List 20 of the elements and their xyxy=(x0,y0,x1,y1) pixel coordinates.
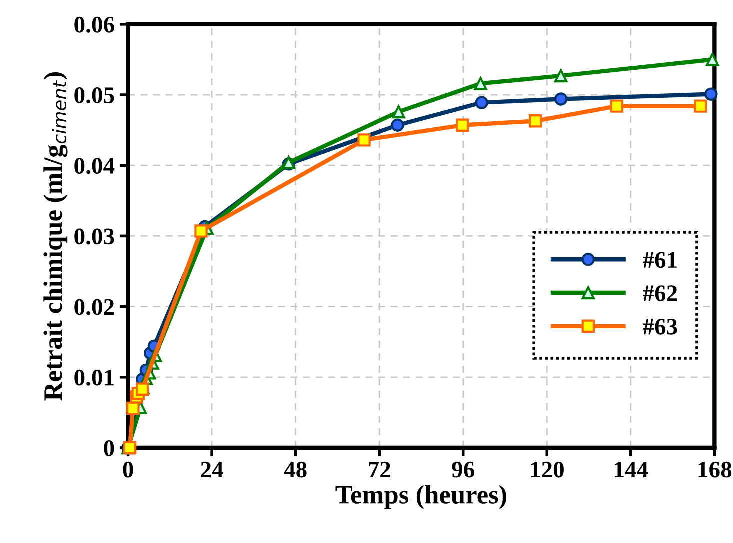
legend-label: #61 xyxy=(643,252,677,268)
y-tick-label: 0.02 xyxy=(74,299,114,316)
x-tick-label: 72 xyxy=(369,462,390,478)
legend-label: #62 xyxy=(643,286,678,302)
x-tick-label: 144 xyxy=(615,462,648,478)
x-tick-label: 96 xyxy=(452,462,474,478)
y-tick-label: 0 xyxy=(104,440,114,456)
y-tick-label: 0.06 xyxy=(74,16,114,33)
x-tick-label: 120 xyxy=(531,462,564,478)
x-tick-label: 168 xyxy=(698,462,732,478)
x-tick-label: 48 xyxy=(284,462,307,478)
legend-label: #63 xyxy=(643,318,678,335)
x-tick-label: 0 xyxy=(123,462,134,478)
y-tick-label: 0.03 xyxy=(74,228,114,245)
y-axis-title: Retrait chimique (ml/g$_{ciment}$) xyxy=(44,72,68,401)
x-axis-title: Temps (heures) xyxy=(336,485,506,510)
y-tick-label: 0.05 xyxy=(74,88,114,104)
x-tick-label: 24 xyxy=(201,462,224,478)
y-tick-label: 0.04 xyxy=(74,158,115,174)
y-tick-label: 0.01 xyxy=(74,370,114,386)
